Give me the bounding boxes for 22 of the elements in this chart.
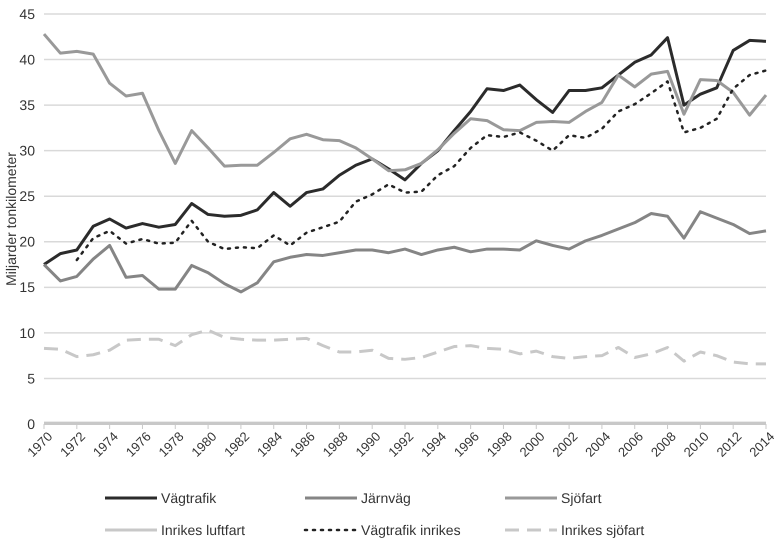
y-tick-label: 0: [27, 416, 36, 432]
y-tick-label: 15: [19, 279, 36, 296]
legend-label: Järnväg: [361, 490, 411, 506]
y-tick-label: 20: [19, 234, 36, 250]
y-tick-label: 35: [19, 97, 36, 114]
line-series: [42, 328, 768, 366]
line-series: [42, 210, 768, 294]
line-series: [42, 36, 768, 266]
legend-label: Inrikes sjöfart: [561, 522, 644, 538]
y-tick-label: 10: [19, 324, 36, 341]
y-tick-label: 40: [19, 51, 36, 68]
line-series: [76, 69, 768, 262]
legend-label: Inrikes luftfart: [161, 522, 246, 538]
y-tick-label: 45: [19, 6, 36, 22]
y-tick-label: 5: [27, 370, 36, 386]
y-axis-title: Miljarder tonkilometer: [3, 152, 19, 286]
legend-label: Vägtrafik: [161, 490, 218, 506]
line-series: [42, 32, 768, 172]
legend-label: Vägtrafik inrikes: [361, 522, 461, 538]
y-tick-label: 30: [19, 142, 36, 159]
legend-label: Sjöfart: [561, 490, 602, 506]
y-tick-label: 25: [19, 188, 36, 204]
